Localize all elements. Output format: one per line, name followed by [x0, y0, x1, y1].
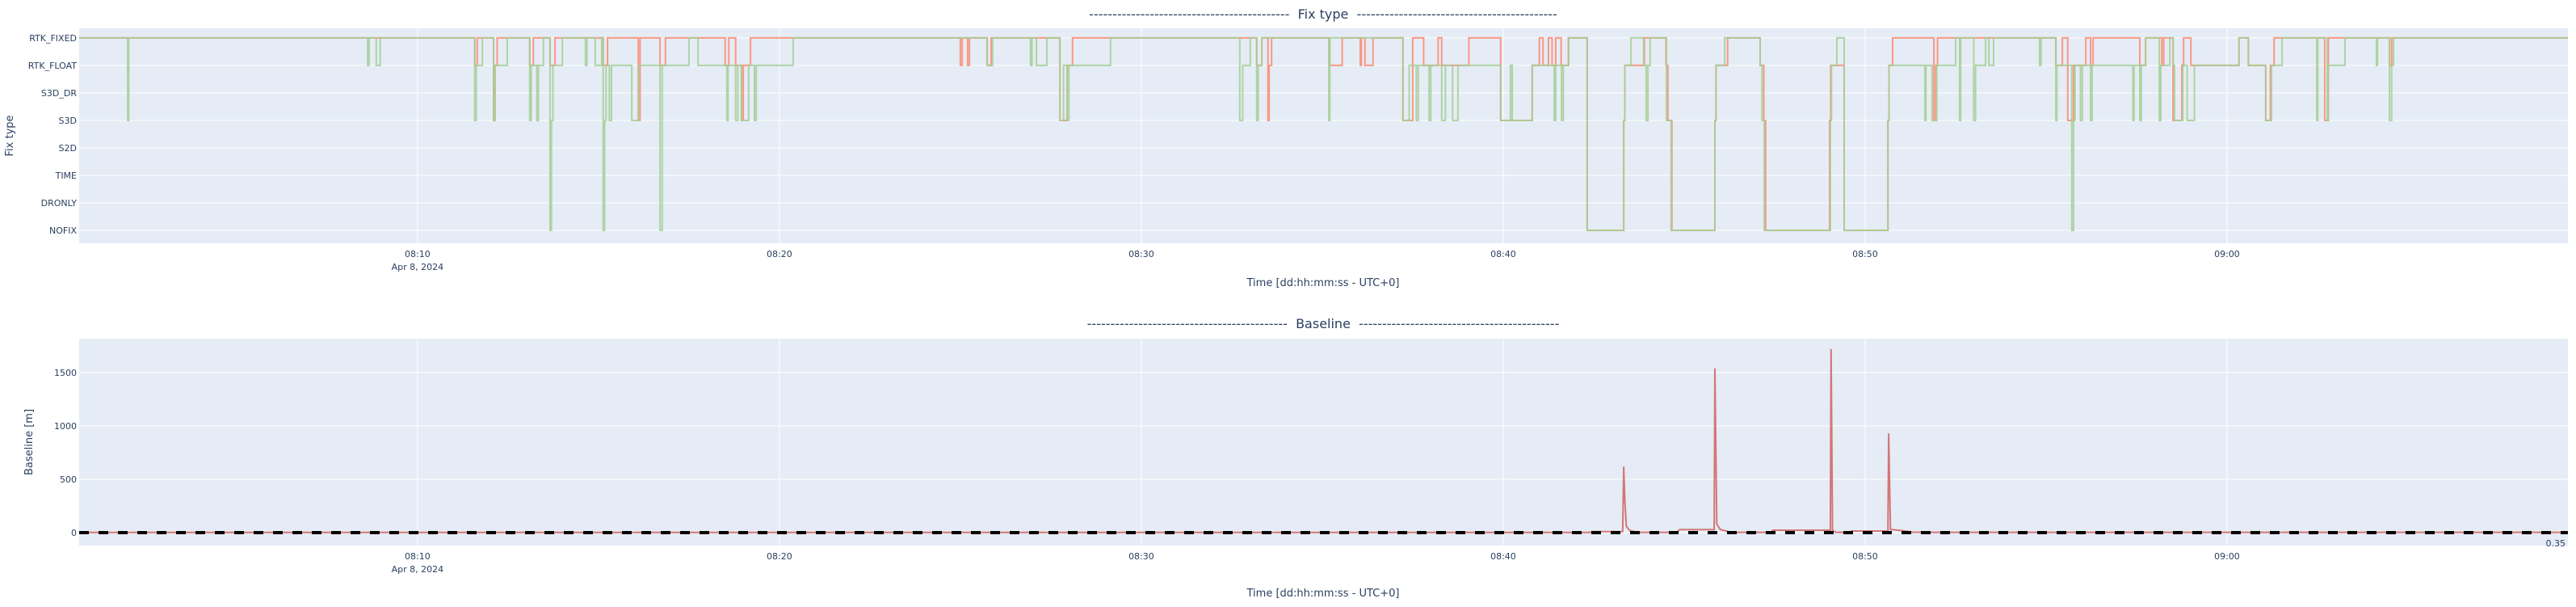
fix-type-x-ticks: 08:10 Apr 8, 2024 08:20 08:30 08:40 08:50 09:0… [392, 249, 2240, 272]
baseline-series [79, 348, 2568, 534]
x-tick-label: 08:50 [1852, 249, 1878, 259]
y-tick-label: 500 [60, 474, 77, 485]
y-tick-label: RTK_FIXED [29, 33, 77, 44]
fix-type-y-axis-title: Fix type [4, 115, 16, 156]
x-tick-label: 08:40 [1490, 551, 1516, 562]
fix-type-x-axis-title: Time [dd:hh:mm:ss - UTC+0] [1246, 277, 1400, 289]
y-tick-label: TIME [55, 171, 77, 181]
x-tick-label: 08:10 [405, 249, 431, 259]
x-tick-label: 09:00 [2214, 249, 2240, 259]
x-tick-label: 09:00 [2214, 551, 2240, 562]
x-tick-sublabel: Apr 8, 2024 [392, 262, 444, 272]
x-tick-sublabel: Apr 8, 2024 [392, 564, 444, 575]
baseline-x-axis-title: Time [dd:hh:mm:ss - UTC+0] [1246, 588, 1400, 600]
x-tick-label: 08:20 [767, 551, 792, 562]
baseline-plot-area[interactable] [79, 339, 2568, 546]
series-green-line [79, 36, 2568, 231]
fix-type-series [79, 36, 2568, 231]
x-tick-label: 08:20 [767, 249, 792, 259]
x-tick-label: 08:30 [1128, 249, 1154, 259]
x-tick-label: 08:30 [1128, 551, 1154, 562]
reference-line-label: 0.35 [2546, 538, 2566, 549]
baseline-y-ticks: 0 500 1000 1500 [54, 368, 77, 538]
x-tick-label: 08:50 [1852, 551, 1878, 562]
y-tick-label: 0 [71, 528, 77, 538]
y-tick-label: 1500 [54, 368, 77, 378]
y-tick-label: DRONLY [41, 198, 78, 209]
y-tick-label: S3D [59, 116, 77, 126]
y-tick-label: RTK_FLOAT [28, 61, 77, 71]
fix-type-chart: NOFIX DRONLY TIME S2D S3D S3D_DR RTK_FLOAT RTK_… [4, 6, 2568, 289]
y-tick-label: S3D_DR [41, 88, 77, 99]
y-tick-label: NOFIX [49, 226, 77, 236]
x-tick-label: 08:10 [405, 551, 431, 562]
baseline-y-axis-title: Baseline [m] [23, 409, 36, 475]
baseline-title: ----------------------------------------… [1087, 316, 1560, 331]
fix-type-plot-area[interactable] [79, 28, 2568, 243]
baseline-x-ticks: 08:10 Apr 8, 2024 08:20 08:30 08:40 08:50 09:0… [392, 551, 2240, 575]
y-tick-label: 1000 [54, 421, 77, 432]
fix-type-y-ticks: NOFIX DRONLY TIME S2D S3D S3D_DR RTK_FLOAT RTK_… [28, 33, 78, 236]
fix-type-title: ----------------------------------------… [1089, 6, 1557, 22]
x-tick-label: 08:40 [1490, 249, 1516, 259]
y-tick-label: S2D [59, 143, 77, 154]
